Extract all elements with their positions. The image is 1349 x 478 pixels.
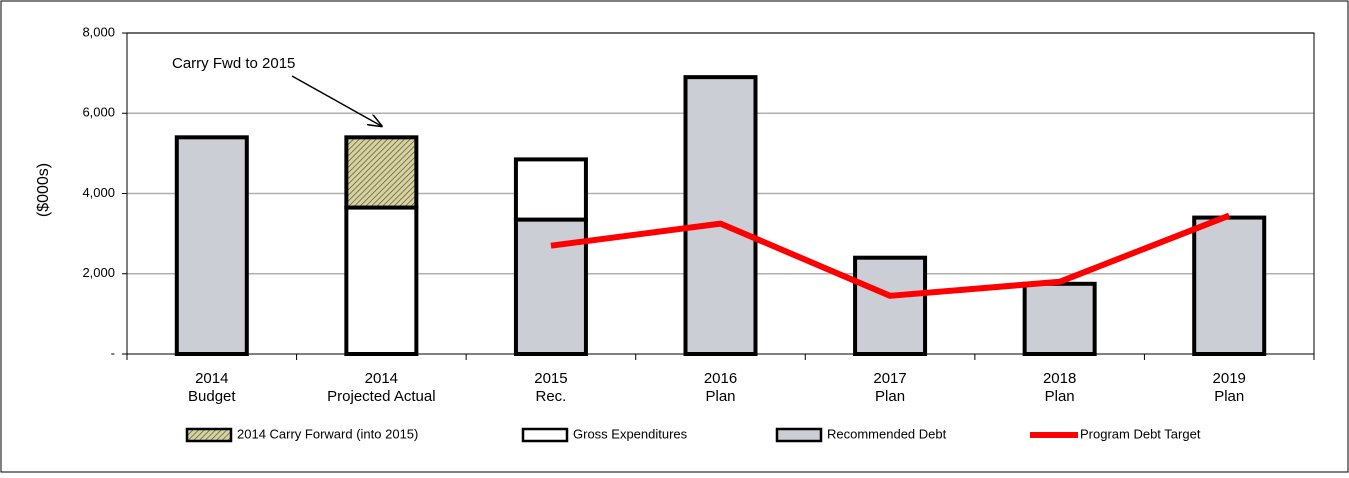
x-tick-label: 2018 bbox=[1043, 370, 1076, 387]
line bbox=[550, 212, 1231, 299]
x-tick-label: 2019 bbox=[1213, 370, 1246, 387]
bar bbox=[853, 255, 928, 357]
x-tick-label: Plan bbox=[1214, 388, 1244, 405]
legend-swatch bbox=[185, 427, 233, 443]
x-tick-label: Plan bbox=[875, 388, 905, 405]
y-tick-label: 6,000 bbox=[82, 105, 115, 120]
x-tick-label: Plan bbox=[705, 388, 735, 405]
x-tick-label: Rec. bbox=[536, 388, 567, 405]
x-tick-label: 2014 bbox=[365, 370, 398, 387]
x-tick-label: Plan bbox=[1045, 388, 1075, 405]
y-tick-label: 2,000 bbox=[82, 265, 115, 280]
bar bbox=[344, 135, 419, 210]
x-tick-label: 2014 bbox=[195, 370, 228, 387]
bar bbox=[1022, 281, 1097, 356]
y-tick-label: - bbox=[111, 345, 115, 360]
y-axis-label: ($000s) bbox=[35, 163, 52, 217]
y-tick-label: 8,000 bbox=[82, 24, 115, 39]
x-tick-label: 2015 bbox=[534, 370, 567, 387]
plot-border bbox=[126, 32, 1315, 355]
annotation: Carry Fwd to 2015 bbox=[172, 55, 295, 72]
legend-label: Gross Expenditures bbox=[573, 426, 688, 441]
legend-swatch bbox=[775, 427, 823, 443]
annotation-arrow bbox=[291, 75, 381, 126]
x-tick-label: Budget bbox=[188, 388, 236, 405]
legend-swatch bbox=[521, 427, 569, 443]
bar bbox=[1192, 215, 1267, 356]
x-tick-label: 2016 bbox=[704, 370, 737, 387]
legend-label: 2014 Carry Forward (into 2015) bbox=[237, 426, 418, 441]
bar bbox=[174, 135, 249, 356]
bar bbox=[344, 205, 419, 356]
bar bbox=[513, 157, 588, 222]
bar bbox=[683, 75, 758, 356]
x-tick-label: Projected Actual bbox=[327, 388, 435, 405]
x-tick-label: 2017 bbox=[873, 370, 906, 387]
legend-label: Recommended Debt bbox=[827, 426, 947, 441]
y-tick-label: 4,000 bbox=[82, 185, 115, 200]
legend-label: Program Debt Target bbox=[1080, 426, 1201, 441]
